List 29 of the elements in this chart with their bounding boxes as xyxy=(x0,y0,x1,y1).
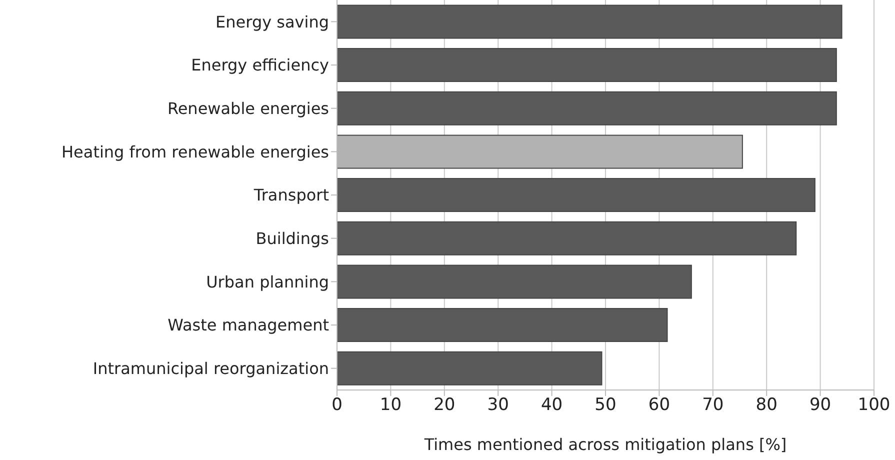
x-tick-label: 60 xyxy=(648,395,670,416)
x-tick-label: 10 xyxy=(380,395,402,416)
x-tick-label: 30 xyxy=(487,395,509,416)
y-tick-label: Heating from renewable energies xyxy=(62,142,329,162)
bar xyxy=(337,308,668,342)
x-tick-label: 80 xyxy=(756,395,778,416)
bar xyxy=(337,48,837,82)
x-tick-label: 50 xyxy=(594,395,616,416)
bar xyxy=(337,91,837,126)
x-tick-label: 0 xyxy=(332,395,342,416)
y-tick-label: Waste management xyxy=(168,316,329,335)
x-tick-label: 40 xyxy=(540,395,563,416)
bar xyxy=(337,221,797,256)
y-tick-label: Energy saving xyxy=(216,12,329,32)
x-tick-label: 90 xyxy=(809,395,832,416)
y-tick-label: Renewable energies xyxy=(167,99,329,118)
bar xyxy=(337,178,816,212)
y-tick-label: Urban planning xyxy=(206,272,329,292)
y-tick-label: Transport xyxy=(252,186,329,205)
bar xyxy=(337,4,842,39)
y-tick-label: Energy efficiency xyxy=(191,56,329,75)
bar xyxy=(337,264,692,299)
x-tick-label: 20 xyxy=(434,395,456,416)
x-tick-label: 70 xyxy=(702,395,724,416)
y-tick-label: Intramunicipal reorganization xyxy=(92,359,329,378)
bar xyxy=(337,351,602,386)
x-axis-title: Times mentioned across mitigation plans [%] xyxy=(423,435,787,454)
x-tick-label: 100 xyxy=(858,395,890,416)
y-tick-label: Buildings xyxy=(256,229,329,248)
